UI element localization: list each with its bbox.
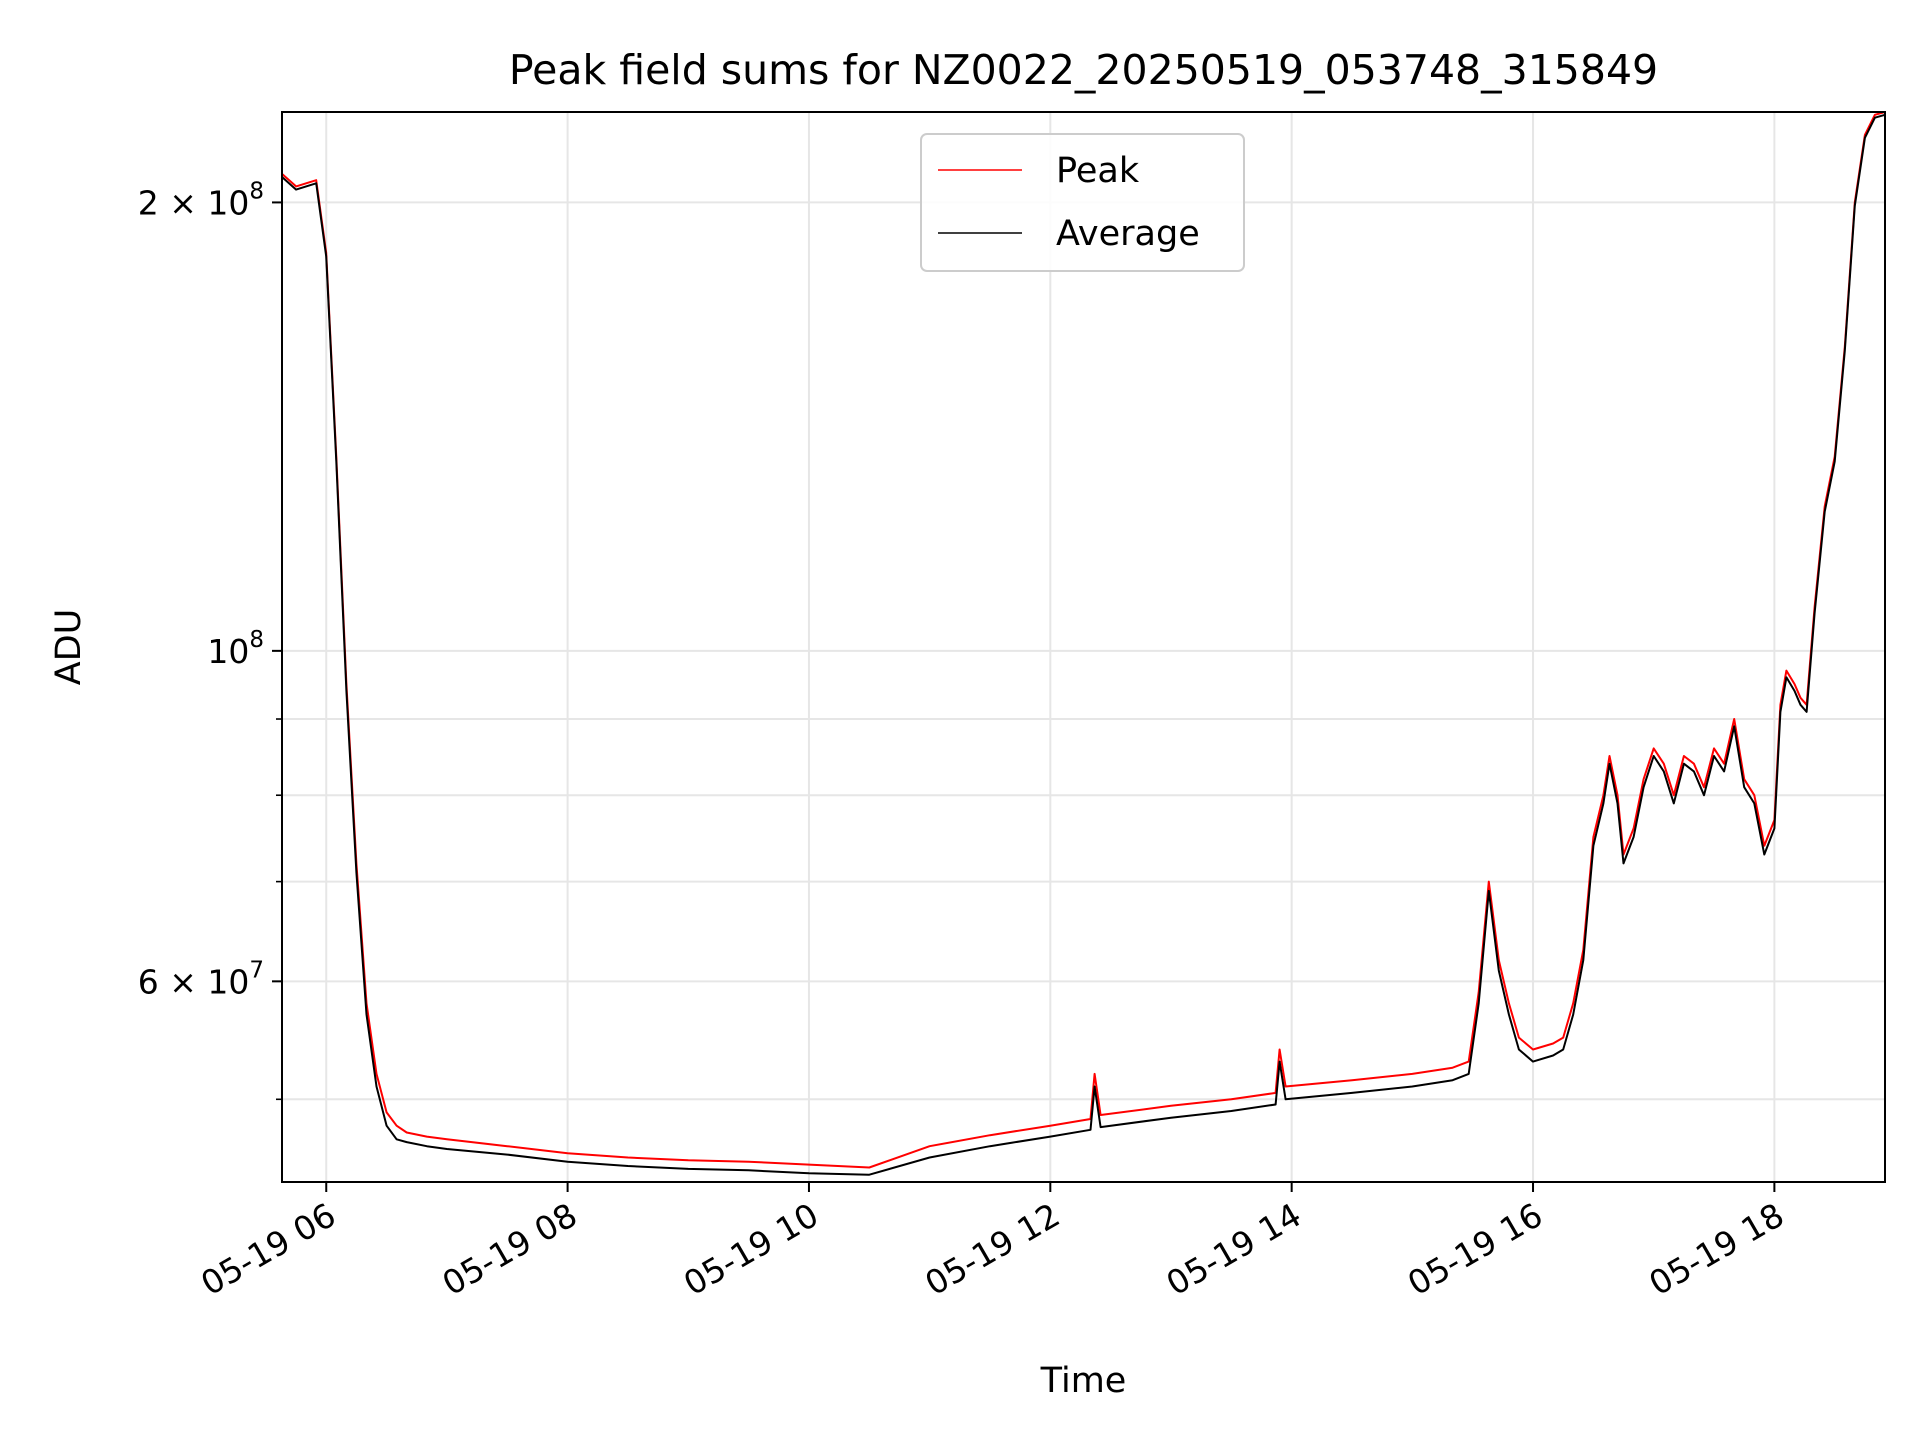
series-line-average [281, 113, 1886, 1176]
x-axis-label: Time [1040, 1361, 1127, 1401]
chart-title: Peak field sums for NZ0022_20250519_0537… [509, 46, 1658, 94]
series-line-peak [281, 111, 1886, 1169]
grid [282, 112, 1885, 1182]
plot-frame [281, 111, 1886, 1183]
legend-label-average: Average [1056, 214, 1200, 254]
y-tick-label: 2 × 108 [138, 178, 264, 222]
legend-box [920, 133, 1245, 272]
y-axis-label: ADU [49, 609, 89, 686]
plot-series [281, 111, 1886, 1176]
y-tick-label: 6 × 107 [138, 957, 264, 1001]
y-tick-label: 108 [207, 627, 264, 671]
legend: Peak Average [920, 133, 1245, 272]
legend-label-peak: Peak [1056, 151, 1140, 191]
